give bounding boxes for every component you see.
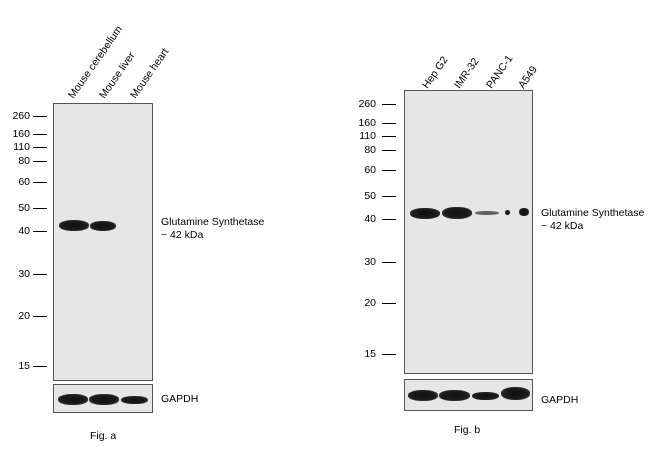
marker-tick (33, 208, 47, 209)
marker-b-80: 80 (364, 144, 376, 156)
marker-b-40: 40 (364, 213, 376, 225)
blot-b-main (404, 90, 533, 374)
marker-tick (382, 150, 396, 151)
marker-b-50: 50 (364, 190, 376, 202)
blot-a-main (53, 103, 153, 381)
marker-tick (382, 123, 396, 124)
gapdh-band-a-2 (89, 394, 119, 405)
marker-b-15: 15 (364, 348, 376, 360)
marker-tick (33, 366, 47, 367)
band-b-3 (475, 211, 499, 215)
target-label-b: Glutamine Synthetase (541, 207, 645, 219)
marker-a-60: 60 (18, 176, 30, 188)
marker-a-50: 50 (18, 202, 30, 214)
marker-tick (382, 170, 396, 171)
marker-a-30: 30 (18, 268, 30, 280)
band-b-1 (410, 208, 440, 219)
band-a-2 (90, 221, 116, 231)
marker-tick (33, 316, 47, 317)
lane-label-b-2: IMR-32 (452, 55, 482, 91)
caption-b: Fig. b (454, 424, 481, 436)
marker-a-40: 40 (18, 225, 30, 237)
lane-label-a-1: Mouse cerebellum (66, 23, 126, 101)
gapdh-band-b-1 (408, 390, 438, 401)
marker-tick (33, 147, 47, 148)
gapdh-band-b-3 (472, 392, 499, 400)
blot-a-gapdh (53, 384, 153, 413)
control-label-a: GAPDH (161, 393, 199, 405)
marker-tick (382, 196, 396, 197)
marker-tick (33, 274, 47, 275)
marker-tick (382, 136, 396, 137)
control-label-b: GAPDH (541, 394, 579, 406)
marker-b-30: 30 (364, 256, 376, 268)
band-a-1 (59, 220, 89, 231)
target-label-a: Glutamine Synthetase (161, 216, 265, 228)
target-size-a: ~ 42 kDa (161, 229, 204, 241)
marker-tick (33, 161, 47, 162)
marker-a-80: 80 (18, 155, 30, 167)
band-b-3b (505, 210, 510, 215)
marker-b-20: 20 (364, 297, 376, 309)
caption-a: Fig. a (90, 430, 117, 442)
marker-a-20: 20 (18, 310, 30, 322)
gapdh-band-b-2 (439, 390, 470, 401)
marker-tick (382, 303, 396, 304)
target-size-b: ~ 42 kDa (541, 220, 584, 232)
marker-tick (33, 116, 47, 117)
gapdh-band-b-4 (501, 387, 530, 400)
marker-b-60: 60 (364, 164, 376, 176)
marker-tick (33, 134, 47, 135)
marker-tick (33, 182, 47, 183)
band-b-4 (519, 208, 529, 216)
lane-label-b-1: Hep G2 (420, 54, 451, 91)
band-b-2 (442, 207, 472, 219)
marker-b-260: 260 (358, 98, 376, 110)
marker-a-15: 15 (18, 360, 30, 372)
lane-label-b-4: A549 (516, 63, 540, 91)
marker-a-110: 110 (13, 141, 30, 153)
marker-tick (382, 219, 396, 220)
marker-tick (382, 262, 396, 263)
gapdh-band-a-1 (58, 394, 88, 405)
marker-b-160: 160 (358, 117, 376, 129)
blot-b-gapdh (404, 379, 533, 411)
marker-a-160: 160 (12, 128, 30, 140)
marker-tick (382, 354, 396, 355)
marker-tick (33, 231, 47, 232)
lane-label-b-3: PANC-1 (484, 53, 516, 91)
marker-tick (382, 104, 396, 105)
gapdh-band-a-3 (121, 396, 148, 404)
marker-a-260: 260 (12, 110, 30, 122)
marker-b-110: 110 (359, 130, 376, 142)
